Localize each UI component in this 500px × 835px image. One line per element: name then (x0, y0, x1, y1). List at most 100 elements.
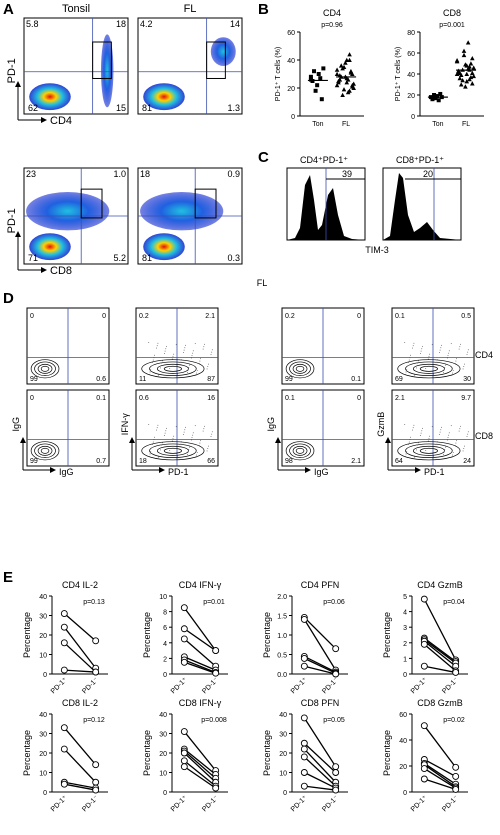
event-dot (200, 440, 201, 442)
plot-title: CD4 IFN-γ (179, 580, 222, 590)
histogram-title-cd4: CD4⁺PD-1⁺ (300, 155, 348, 165)
event-dot (153, 439, 155, 441)
y-tick-label: 40 (399, 738, 407, 745)
y-tick-label: 40 (39, 594, 47, 601)
data-point-fl (460, 78, 465, 83)
event-dot (444, 449, 446, 450)
quadrant-value-ur: 9.7 (461, 395, 471, 402)
data-point-pd1-pos (420, 662, 428, 670)
event-dot (443, 453, 444, 455)
contour-plot-2: 0.2 2.1 11 87 (135, 307, 219, 385)
contour-ring (397, 441, 461, 461)
event-dot (190, 357, 192, 359)
event-dot (467, 431, 469, 433)
data-point-pd1-pos (60, 724, 68, 732)
contour-ring (34, 361, 56, 376)
event-dot (421, 430, 423, 432)
data-point-fl (464, 79, 470, 84)
x-tick-label: PD-1⁻ (201, 676, 220, 695)
quadrant-value-lr: 24 (463, 458, 471, 465)
event-dot (433, 455, 434, 457)
event-dot (160, 367, 161, 369)
x-tick-label: FL (462, 121, 470, 128)
contour-ring (163, 365, 182, 372)
data-point-fl (350, 84, 355, 89)
event-dot (448, 432, 450, 434)
y-tick-label: 40 (279, 712, 287, 719)
event-dot (173, 353, 175, 355)
event-dot (447, 437, 449, 438)
arrowhead (20, 437, 26, 443)
data-point-ton (308, 74, 313, 79)
data-point-fl (334, 67, 340, 72)
pair-line (424, 665, 456, 674)
event-dot (171, 440, 173, 442)
event-dot (206, 450, 208, 452)
event-dot (441, 426, 442, 428)
quadrant-value-ul: 18 (140, 169, 150, 179)
contour-plot-8: 2.1 9.7 64 24 GzmB PD-1 (376, 389, 475, 477)
quadrant-value-ll: 18 (139, 458, 147, 465)
event-dot (171, 358, 173, 360)
data-point-fl (467, 64, 472, 69)
arrowhead (159, 467, 165, 473)
p-value: p=0.96 (321, 22, 343, 29)
event-dot (420, 435, 421, 436)
event-dot (428, 438, 430, 440)
pair-line (184, 656, 216, 671)
event-dot (156, 347, 157, 349)
event-dot (422, 345, 423, 347)
y-tick-label: 1 (403, 656, 407, 663)
quadrant-value-ul: 23 (26, 169, 36, 179)
y-tick-label: 10 (159, 594, 167, 601)
panel-label-a: A (3, 1, 14, 18)
data-point-fl (471, 65, 476, 70)
event-dot (184, 429, 186, 431)
y-tick-label: 20 (39, 751, 47, 758)
pair-line (303, 616, 337, 650)
quadrant-value-lr: 0.7 (96, 458, 106, 465)
gate-box (80, 188, 103, 219)
density-cluster (140, 192, 224, 231)
y-tick-label: 30 (39, 732, 47, 739)
y-axis-label: PD-1 (6, 58, 18, 83)
y-axis-label: PD-1⁺ T cells (%) (395, 47, 402, 101)
y-tick-label: 60 (287, 30, 295, 37)
data-point-pd1-neg (332, 769, 340, 776)
contour-ring (141, 441, 205, 461)
y-tick-label: 6 (163, 625, 167, 632)
data-point-ton (316, 72, 321, 76)
gate-box (194, 188, 217, 219)
event-dot (196, 372, 197, 374)
histogram-value-cd8: 20 (423, 169, 433, 179)
data-point-fl (470, 81, 475, 86)
event-dot (424, 452, 426, 454)
event-dot (175, 426, 177, 428)
event-dot (156, 429, 157, 431)
paired-plot-6: CD8 IFN-γ p=0.008 0 10 20 30 40 PD-1⁺ PD-1⁻ Perce… (142, 698, 228, 813)
x-tick-label: PD-1⁺ (410, 676, 429, 695)
contour-ring (149, 361, 197, 376)
event-dot (450, 343, 452, 345)
event-dot (436, 443, 438, 445)
data-point-ton (318, 76, 323, 81)
y-axis-label: IFN-γ (120, 413, 130, 435)
paired-plot-8: CD8 GzmB p=0.02 0 20 40 60 PD-1⁺ PD-1⁻ Percentag… (382, 698, 468, 813)
data-point-pd1-pos (60, 610, 68, 617)
quadrant-value-ul: 0 (30, 395, 34, 402)
event-dot (463, 366, 465, 367)
event-dot (152, 444, 154, 445)
data-point-fl (470, 55, 475, 61)
y-tick-label: 2 (403, 641, 407, 648)
event-dot (405, 371, 407, 373)
event-dot (446, 357, 448, 359)
event-dot (432, 458, 434, 459)
pair-line (63, 626, 97, 669)
data-point-ton (430, 97, 435, 102)
data-point-pd1-neg (92, 786, 100, 794)
data-point-fl (340, 66, 345, 71)
event-dot (451, 375, 453, 376)
x-tick-label: PD-1⁺ (290, 676, 309, 695)
quadrant-value-ur: 0.1 (96, 395, 106, 402)
y-tick-label: 30 (39, 614, 47, 621)
